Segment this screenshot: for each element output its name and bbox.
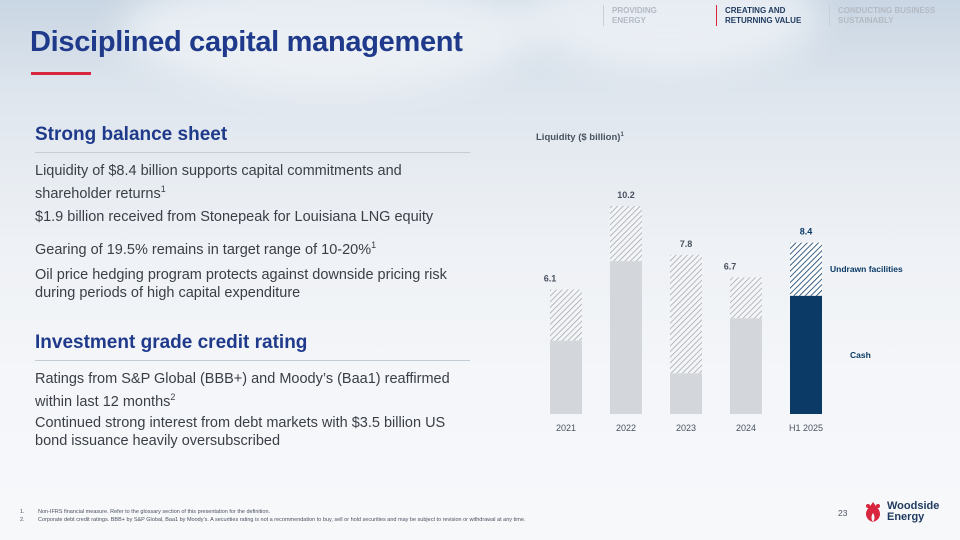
footnote-ref: 1 — [160, 184, 166, 194]
footnote-number: 1. — [20, 509, 25, 515]
x-tick-label: 2023 — [676, 423, 696, 433]
bar-total-label: 6.1 — [544, 274, 557, 284]
x-tick-label: H1 2025 — [789, 423, 823, 433]
section-heading-balance-sheet: Strong balance sheet — [35, 124, 228, 145]
nav-item-line: PROVIDING — [612, 6, 657, 15]
bullet-text-body: $1.9 billion received from Stonepeak for… — [35, 209, 434, 225]
bar-total-label: 7.8 — [680, 239, 693, 249]
bar-undrawn-2022 — [610, 206, 642, 262]
bar-undrawn-2021 — [550, 289, 582, 341]
footnote-ref: 1 — [371, 240, 377, 250]
chart-title: Liquidity ($ billion)1 — [536, 132, 624, 143]
bar-cash-2024 — [730, 318, 762, 414]
nav-item-line: CREATING AND — [725, 6, 786, 15]
legend-undrawn-facilities: Undrawn facilities — [830, 264, 903, 274]
bar-cash-h1-2025 — [790, 295, 822, 414]
bullet-text: Ratings from S&P Global (BBB+) and Moody… — [35, 370, 465, 411]
nav-item-line: RETURNING VALUE — [725, 16, 802, 25]
legend-cash: Cash — [850, 350, 871, 360]
nav-item-line: CONDUCTING BUSINESS — [838, 6, 936, 15]
bullet-text: $1.9 billion received from Stonepeak for… — [35, 208, 465, 226]
bar-cash-2023 — [670, 373, 702, 414]
footnote-text: Non-IFRS financial measure. Refer to the… — [38, 509, 271, 515]
nav-item-providing-energy[interactable]: PROVIDING ENERGY — [603, 5, 710, 26]
nav-item-creating-value[interactable]: CREATING AND RETURNING VALUE — [716, 5, 823, 26]
bullet-text-body: Continued strong interest from debt mark… — [35, 415, 446, 449]
page-title: Disciplined capital management — [30, 26, 463, 58]
bar-cash-2022 — [610, 261, 642, 414]
bullet-text-body: Oil price hedging program protects again… — [35, 267, 447, 301]
woodside-flame-logo-icon — [866, 502, 880, 522]
bar-cash-2021 — [550, 340, 582, 414]
footnote-ref: 1 — [620, 132, 624, 138]
bar-undrawn-2023 — [670, 254, 702, 374]
nav-item-line: ENERGY — [612, 16, 646, 25]
x-tick-label: 2021 — [556, 423, 576, 433]
bar-undrawn-2024 — [730, 277, 762, 319]
bar-total-label: 8.4 — [800, 227, 813, 237]
footnote-text: Corporate debt credit ratings. BBB+ by S… — [38, 517, 526, 523]
bar-undrawn-h1-2025 — [790, 242, 822, 296]
bar-total-label: 10.2 — [617, 190, 635, 200]
logo-wordmark: Woodside Energy — [884, 501, 939, 523]
title-accent-bar — [31, 72, 91, 75]
bullet-text-body: Liquidity of $8.4 billion supports capit… — [35, 163, 402, 202]
chart-title-text: Liquidity ($ billion) — [536, 132, 621, 144]
nav-item-conducting-business[interactable]: CONDUCTING BUSINESS SUSTAINABLY — [829, 5, 950, 26]
footnote-number: 2. — [20, 517, 25, 523]
liquidity-bar-chart: 6.1 2021 10.2 2022 7.8 2023 6.7 2024 8.4 H1 2025 U… — [544, 190, 903, 433]
footnote: 2. Corporate debt credit ratings. BBB+ by… — [20, 516, 525, 524]
bullet-text: Gearing of 19.5% remains in target range… — [35, 236, 465, 259]
nav-item-line: SUSTAINABLY — [838, 16, 894, 25]
bullet-text-body: Ratings from S&P Global (BBB+) and Moody… — [35, 371, 450, 410]
page-number: 23 — [838, 508, 848, 518]
footnote: 1. Non-IFRS financial measure. Refer to t… — [20, 508, 525, 516]
bullet-text: Continued strong interest from debt mark… — [35, 414, 465, 450]
x-tick-label: 2024 — [736, 423, 756, 433]
footnotes: 1. Non-IFRS financial measure. Refer to t… — [20, 508, 525, 524]
x-tick-label: 2022 — [616, 423, 636, 433]
bar-total-label: 6.7 — [724, 261, 737, 271]
section-nav: PROVIDING ENERGY CREATING AND RETURNING … — [597, 5, 950, 26]
logo-line: Energy — [887, 511, 925, 523]
section-heading-credit-rating: Investment grade credit rating — [35, 332, 308, 353]
section-divider — [35, 360, 470, 361]
woodside-logo: Woodside Energy — [862, 500, 939, 524]
bullet-text: Oil price hedging program protects again… — [35, 266, 465, 302]
section-divider — [35, 152, 470, 153]
bullet-text-body: Gearing of 19.5% remains in target range… — [35, 241, 372, 258]
footnote-ref: 2 — [170, 392, 176, 402]
logo-line: Woodside — [887, 500, 940, 512]
bullet-text: Liquidity of $8.4 billion supports capit… — [35, 162, 465, 203]
